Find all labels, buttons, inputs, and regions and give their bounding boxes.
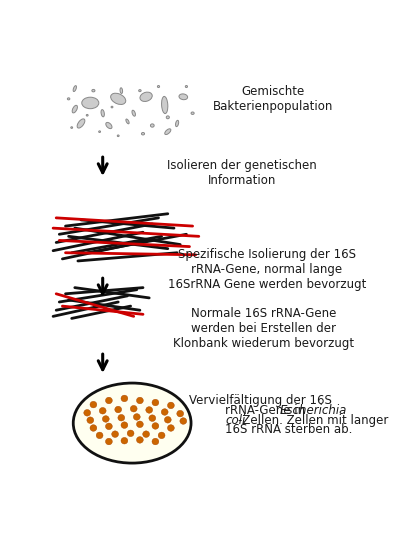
- Ellipse shape: [130, 406, 137, 412]
- Ellipse shape: [99, 407, 106, 414]
- Ellipse shape: [67, 98, 70, 100]
- Text: Normale 16S rRNA-Gene
werden bei Erstellen der
Klonbank wiederum bevorzugt: Normale 16S rRNA-Gene werden bei Erstell…: [173, 307, 354, 350]
- Text: Vervielfältigung der 16S: Vervielfältigung der 16S: [189, 394, 332, 407]
- Text: Isolieren der genetischen
Information: Isolieren der genetischen Information: [167, 159, 317, 187]
- Text: Gemischte
Bakterienpopulation: Gemischte Bakterienpopulation: [213, 85, 333, 113]
- Ellipse shape: [166, 116, 169, 119]
- Ellipse shape: [99, 131, 100, 133]
- Ellipse shape: [112, 431, 118, 438]
- Ellipse shape: [136, 397, 143, 404]
- Ellipse shape: [115, 406, 122, 413]
- Ellipse shape: [185, 85, 188, 87]
- Ellipse shape: [111, 106, 113, 108]
- Ellipse shape: [179, 94, 188, 100]
- Ellipse shape: [120, 88, 122, 93]
- Ellipse shape: [136, 437, 143, 443]
- Ellipse shape: [180, 418, 187, 424]
- Ellipse shape: [162, 96, 168, 114]
- Ellipse shape: [77, 119, 85, 128]
- Ellipse shape: [92, 90, 95, 92]
- Ellipse shape: [96, 432, 103, 439]
- Ellipse shape: [158, 85, 160, 87]
- Ellipse shape: [106, 438, 112, 445]
- Ellipse shape: [73, 86, 76, 92]
- Ellipse shape: [177, 410, 184, 417]
- Ellipse shape: [126, 119, 129, 124]
- Ellipse shape: [164, 416, 171, 423]
- Ellipse shape: [139, 90, 141, 92]
- Ellipse shape: [161, 409, 168, 415]
- Ellipse shape: [152, 438, 159, 445]
- Ellipse shape: [118, 415, 125, 421]
- Ellipse shape: [117, 135, 119, 136]
- Ellipse shape: [127, 430, 134, 437]
- Ellipse shape: [146, 407, 153, 413]
- Ellipse shape: [165, 129, 171, 134]
- Text: 16S rRNA sterben ab.: 16S rRNA sterben ab.: [225, 423, 352, 436]
- Ellipse shape: [90, 401, 97, 408]
- Ellipse shape: [111, 93, 126, 104]
- Ellipse shape: [168, 402, 174, 409]
- Ellipse shape: [152, 423, 159, 429]
- Ellipse shape: [121, 395, 128, 402]
- Ellipse shape: [191, 112, 194, 115]
- Ellipse shape: [71, 127, 73, 128]
- Ellipse shape: [142, 133, 144, 135]
- Ellipse shape: [121, 422, 128, 429]
- Ellipse shape: [86, 115, 88, 116]
- Ellipse shape: [101, 110, 104, 117]
- Ellipse shape: [136, 421, 143, 427]
- Ellipse shape: [106, 397, 112, 404]
- Ellipse shape: [168, 425, 174, 431]
- Text: coli: coli: [225, 414, 245, 427]
- Text: Spezifische Isolierung der 16S
rRNA-Gene, normal lange
16SrRNA Gene werden bevor: Spezifische Isolierung der 16S rRNA-Gene…: [168, 248, 366, 290]
- Ellipse shape: [149, 415, 156, 422]
- Ellipse shape: [121, 438, 128, 444]
- Ellipse shape: [106, 123, 112, 128]
- Ellipse shape: [84, 409, 91, 416]
- Ellipse shape: [152, 399, 159, 406]
- Ellipse shape: [106, 423, 112, 430]
- Text: Escherichia: Escherichia: [279, 404, 347, 417]
- Ellipse shape: [133, 414, 140, 420]
- Ellipse shape: [158, 432, 165, 439]
- Ellipse shape: [102, 416, 109, 422]
- Ellipse shape: [82, 97, 99, 109]
- Ellipse shape: [143, 431, 150, 438]
- Ellipse shape: [73, 383, 191, 463]
- Ellipse shape: [90, 425, 97, 431]
- Ellipse shape: [176, 120, 179, 127]
- Text: -Zellen. Zellen mit langer: -Zellen. Zellen mit langer: [238, 414, 388, 427]
- Ellipse shape: [87, 417, 94, 424]
- Text: rRNA-Gene in: rRNA-Gene in: [225, 404, 309, 417]
- Ellipse shape: [140, 92, 152, 101]
- Ellipse shape: [132, 110, 136, 116]
- Ellipse shape: [150, 124, 154, 127]
- Ellipse shape: [72, 106, 78, 113]
